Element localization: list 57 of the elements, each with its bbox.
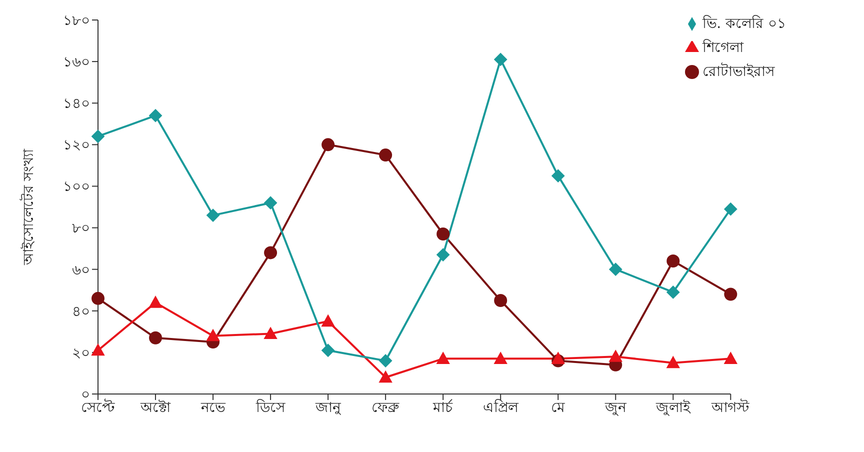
y-tick-label: ৬০ [72, 262, 90, 278]
y-tick-label: ১০০ [63, 179, 90, 196]
point [264, 246, 278, 260]
point [552, 352, 565, 364]
point [264, 327, 278, 340]
x-tick-label: নভে [200, 400, 226, 416]
x-tick-label: এপ্রিল [483, 398, 520, 416]
legend-label: রোটাভাইরাস [702, 64, 775, 80]
x-tick-label: মে [551, 400, 566, 416]
legend-label: শিগেলা [702, 40, 744, 56]
point [149, 296, 162, 308]
y-tick-label: ১৮০ [63, 12, 90, 29]
point [436, 352, 450, 364]
x-tick-label: ডিসে [255, 398, 286, 416]
point [666, 254, 680, 268]
legend-label: ভি. কলেরি ০১ [702, 16, 786, 32]
point [379, 370, 392, 383]
point [92, 130, 104, 143]
point [379, 148, 392, 162]
x-tick-label: জুলাই [655, 398, 692, 416]
point [92, 292, 104, 305]
point [494, 352, 508, 364]
x-tick-label: ফেব্রু [372, 400, 400, 416]
point [149, 331, 162, 344]
y-axis-title: আইসোলেটের সংখ্যা [20, 148, 37, 266]
point [724, 202, 738, 216]
y-tick-label: ২০ [72, 345, 90, 362]
point [379, 354, 392, 368]
point [609, 350, 622, 362]
y-tick-label: ৪০ [72, 304, 90, 320]
point [724, 352, 738, 364]
x-tick-label: মার্চ [432, 398, 454, 416]
point [609, 262, 622, 276]
x-tick-label: জুন [604, 400, 628, 416]
point [494, 52, 508, 66]
point [264, 196, 278, 210]
point [322, 138, 335, 152]
y-tick-label: ১৬০ [63, 54, 90, 71]
y-tick-label: ১২০ [63, 138, 90, 154]
point [552, 169, 565, 182]
point [206, 329, 220, 342]
point [322, 344, 335, 357]
point [436, 228, 450, 241]
y-tick-label: ৮০ [72, 220, 90, 237]
point [436, 248, 450, 262]
point [92, 344, 104, 356]
point [149, 109, 162, 122]
point [322, 314, 335, 327]
point [666, 356, 680, 368]
x-tick-label: অক্টো [140, 400, 172, 416]
point [666, 286, 680, 299]
x-tick-label: আগস্ট [710, 398, 750, 416]
y-tick-label: ১৪০ [63, 96, 90, 112]
x-tick-label: জানু [314, 400, 342, 416]
point [494, 294, 508, 307]
point [206, 208, 220, 222]
point [724, 288, 738, 301]
